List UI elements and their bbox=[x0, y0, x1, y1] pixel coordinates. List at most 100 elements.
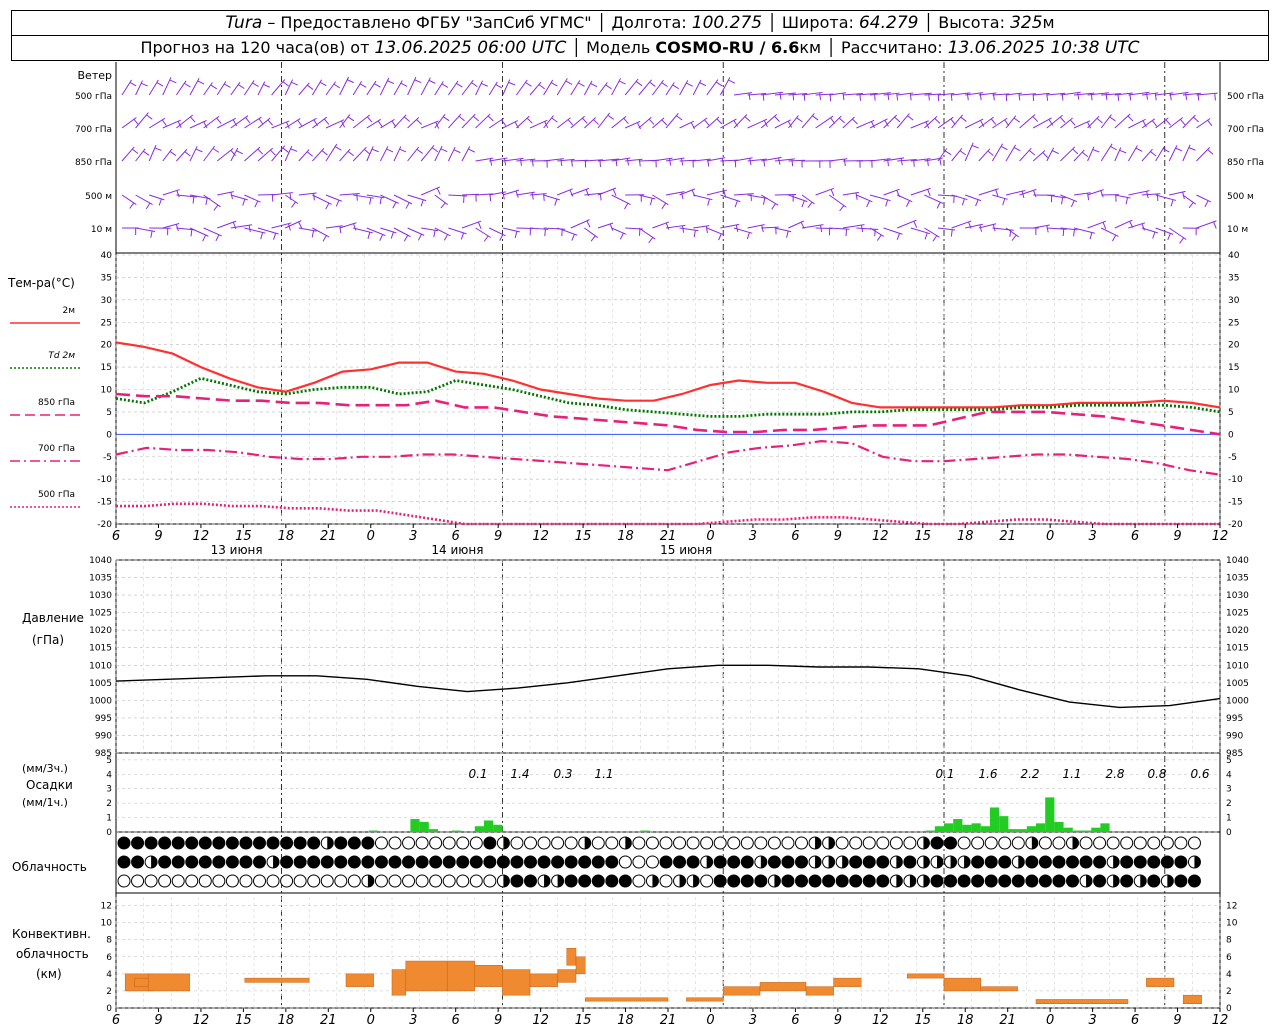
wind-barb-shaft bbox=[543, 115, 554, 129]
wind-barb-shaft bbox=[244, 146, 261, 162]
cloud-cover-icon bbox=[524, 874, 537, 888]
wind-barb-flag bbox=[686, 82, 693, 87]
cloud-cover-half bbox=[693, 875, 700, 887]
wind-barb-shaft bbox=[624, 78, 639, 96]
wind-barb-shaft bbox=[366, 80, 377, 96]
wind-barb-shaft bbox=[1128, 91, 1150, 96]
wind-barb-shaft bbox=[284, 145, 293, 162]
temp-xaxis-tick-label: 18 bbox=[278, 529, 295, 544]
wind-barb-shaft bbox=[801, 113, 815, 129]
wind-barb-flag bbox=[252, 82, 259, 87]
conv-tick-right: 0 bbox=[1226, 1004, 1232, 1014]
cloud-cover-icon bbox=[469, 855, 483, 869]
wind-barb-flag bbox=[1162, 148, 1170, 153]
cloud-cover-icon bbox=[889, 836, 903, 850]
wind-barb-shaft bbox=[1114, 147, 1122, 162]
temp-tick-right: -15 bbox=[1228, 498, 1243, 508]
wind-barb-shaft bbox=[611, 157, 631, 162]
wind-barb-flag bbox=[287, 223, 291, 231]
cloud-cover-icon bbox=[971, 836, 985, 850]
wind-barb-shaft bbox=[312, 194, 332, 205]
wind-barb-shaft bbox=[924, 93, 942, 96]
wind-barb-shaft bbox=[665, 157, 685, 162]
wind-barb-flag bbox=[593, 119, 599, 125]
conv-xaxis-tick-label: 9 bbox=[154, 1013, 162, 1024]
wind-barb-shaft bbox=[325, 143, 338, 162]
wind-barb-shaft bbox=[189, 146, 198, 162]
wind-barb-shaft bbox=[502, 189, 520, 196]
conv-cloud-bar bbox=[244, 977, 310, 983]
wind-barb-flag bbox=[913, 221, 918, 228]
wind-barb-shaft bbox=[992, 117, 1008, 129]
cloud-cover-half bbox=[923, 856, 930, 868]
wind-barb-shaft bbox=[379, 146, 389, 162]
wind-barb-flag bbox=[960, 116, 967, 122]
conv-tick-right: 4 bbox=[1226, 970, 1232, 980]
wind-barb-shaft bbox=[230, 115, 249, 129]
wind-barb-shaft bbox=[761, 226, 779, 229]
cloud-cover-half bbox=[964, 856, 971, 868]
cloud-cover-icon bbox=[632, 836, 646, 850]
wind-barb-shaft bbox=[842, 116, 855, 129]
precip-total-label: 0.6 bbox=[1190, 767, 1209, 781]
wind-barb-shaft bbox=[203, 145, 216, 162]
cloud-cover-icon bbox=[781, 836, 795, 850]
cloud-cover-icon bbox=[483, 874, 497, 888]
cloud-cover-icon bbox=[727, 836, 741, 850]
wind-barb-flag bbox=[716, 81, 723, 87]
cloud-cover-icon bbox=[1187, 874, 1201, 888]
temp-xaxis-tick-label: 15 bbox=[575, 529, 592, 544]
wind-barb-flag bbox=[146, 114, 153, 120]
wind-barb-shaft bbox=[434, 145, 443, 162]
cloud-cover-icon bbox=[1174, 874, 1188, 888]
conv-xaxis-tick-label: 0 bbox=[706, 1013, 714, 1024]
wind-barb-shaft bbox=[774, 119, 792, 129]
wind-barb-shaft bbox=[298, 117, 317, 129]
wind-barb-flag bbox=[716, 118, 723, 125]
wind-barb-flag bbox=[369, 197, 372, 205]
wind-barb-flag bbox=[291, 81, 299, 86]
cloud-cover-icon bbox=[212, 874, 226, 888]
temp-xaxis-tick-label: 0 bbox=[1046, 529, 1054, 544]
wind-barb-flag bbox=[676, 115, 683, 121]
wind-barb-flag bbox=[1125, 197, 1129, 205]
wind-barb-shaft bbox=[693, 225, 710, 229]
cloud-cover-icon bbox=[767, 836, 781, 850]
wind-barb-flag bbox=[961, 198, 965, 206]
wind-barb-flag bbox=[1167, 233, 1171, 240]
cloud-cover-icon bbox=[632, 855, 646, 869]
day-label: 13 июня bbox=[211, 543, 263, 557]
precip-bar bbox=[944, 823, 954, 832]
precip-bar bbox=[1091, 827, 1101, 832]
wind-barb-shaft bbox=[1114, 194, 1131, 199]
wind-barb-flag bbox=[1029, 150, 1036, 156]
wind-barb-flag bbox=[896, 93, 899, 101]
wind-level-left: 10 м bbox=[91, 225, 112, 235]
wind-barb-flag bbox=[924, 232, 928, 240]
wind-barb-shaft bbox=[515, 79, 528, 96]
conv-xaxis-tick-label: 12 bbox=[532, 1013, 549, 1024]
cloud-cover-icon bbox=[1011, 836, 1025, 850]
wind-barb-flag bbox=[599, 193, 602, 201]
cloud-cover-icon bbox=[849, 874, 863, 888]
cloud-cover-icon bbox=[1038, 855, 1052, 869]
wind-barb-shaft bbox=[121, 146, 135, 162]
wind-barb-flag bbox=[399, 148, 407, 153]
conv-xaxis-tick-label: 21 bbox=[660, 1013, 677, 1024]
wind-barb-flag bbox=[322, 235, 327, 242]
cloud-cover-half bbox=[1113, 875, 1120, 887]
wind-barb-flag bbox=[503, 158, 507, 166]
wind-barb-shaft bbox=[325, 81, 336, 96]
wind-barb-flag bbox=[1180, 119, 1186, 126]
wind-barb-shaft bbox=[257, 147, 273, 162]
wind-barb-shaft bbox=[529, 193, 547, 196]
cloud-cover-icon bbox=[320, 855, 334, 869]
temp-title: Тем-ра(°C) bbox=[7, 276, 75, 290]
wind-barb-flag bbox=[1070, 200, 1075, 207]
wind-barb-shaft bbox=[1033, 224, 1050, 229]
wind-barb-flag bbox=[1170, 199, 1174, 207]
wind-barb-flag bbox=[367, 231, 371, 239]
wind-barb-shaft bbox=[1073, 227, 1095, 234]
wind-barb-shaft bbox=[665, 224, 686, 229]
wind-barb-flag bbox=[195, 148, 203, 153]
